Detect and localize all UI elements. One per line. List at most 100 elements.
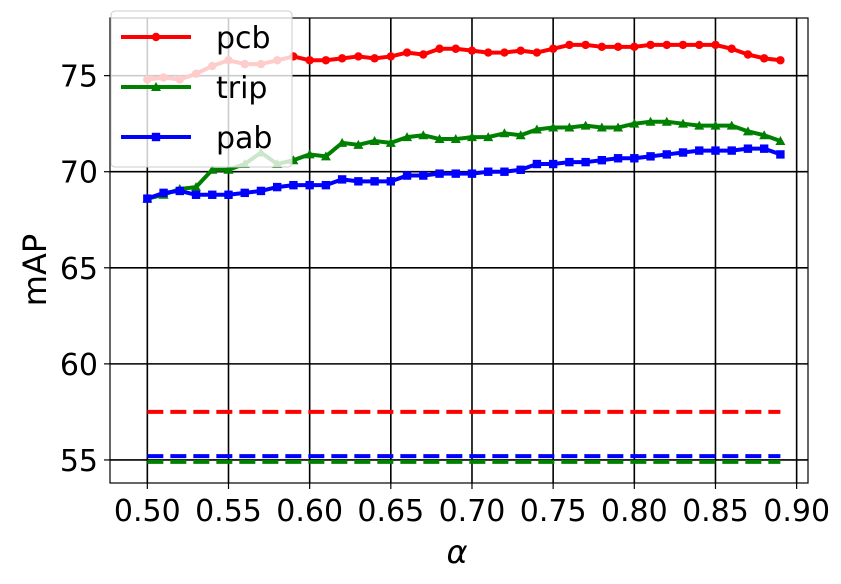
x-tick-label: 0.90 [763,494,830,529]
legend-marker-trip [151,82,161,91]
point-pab [711,146,720,155]
point-pcb [435,44,444,53]
y-tick-label: 75 [60,60,98,95]
point-trip [759,130,770,140]
point-pcb [370,54,379,63]
point-pcb [500,48,509,57]
point-pab [646,152,655,161]
point-pcb [630,42,639,52]
point-pab [386,177,396,186]
line-pab [146,146,782,201]
point-trip [564,122,575,132]
legend-box [110,10,293,168]
point-pab [305,180,314,190]
point-pab [597,155,607,165]
point-trip [613,122,624,132]
point-pcb [581,40,590,50]
point-trip [369,135,380,145]
point-trip [466,132,477,142]
point-pab [500,167,509,176]
point-pab [256,186,266,196]
point-pab [175,186,184,196]
point-pcb [743,50,753,59]
point-pcb [484,48,493,57]
baseline-lines [147,409,781,464]
point-pcb [662,40,671,50]
x-axis-label: α [446,533,467,571]
point-pcb [532,48,542,57]
point-pab [419,171,428,180]
point-pcb [467,46,477,55]
x-tick-label: 0.50 [114,494,181,529]
point-pab [678,148,688,157]
plot-frame [109,17,809,484]
point-trip [678,118,689,128]
point-pab [467,169,477,178]
y-tick-label: 70 [60,156,98,191]
point-pcb [305,56,314,65]
point-trip [337,137,348,147]
point-pab [532,159,542,169]
point-trip [580,120,591,130]
x-tick-label: 0.70 [439,494,506,529]
point-trip [320,151,331,161]
point-pab [630,154,639,163]
point-trip [726,120,737,130]
point-pcb [354,52,363,61]
point-pcb [321,56,331,65]
x-tick-label: 0.75 [520,494,587,529]
point-trip [629,118,640,128]
point-pcb [613,42,623,52]
point-trip [548,122,559,132]
point-pab [451,169,460,178]
legend-label-pab: pab [216,121,272,156]
point-pab [337,175,347,184]
point-trip [304,149,315,159]
point-pab [354,177,363,186]
point-pcb [646,40,655,50]
point-pab [289,180,298,190]
point-trip [450,134,461,144]
point-pab [272,182,282,192]
legend-label-trip: trip [216,71,267,106]
point-pab [743,144,753,153]
point-pab [516,165,525,174]
point-pab [565,157,574,167]
point-trip [710,120,721,130]
point-trip [353,139,364,149]
x-tick-label: 0.60 [276,494,343,529]
point-pab [695,146,704,155]
point-pab [662,150,671,159]
y-axis-ticks: 55 60 65 70 75 [60,60,110,479]
point-trip [775,135,786,145]
point-trip [694,120,705,130]
point-pcb [759,54,769,63]
point-trip [515,130,526,140]
point-pcb [678,40,688,50]
point-pcb [516,46,525,55]
legend-marker-pab [151,132,161,142]
point-pab [370,177,379,186]
point-pcb [548,44,558,53]
x-tick-label: 0.85 [682,494,749,529]
series-pab [143,144,785,203]
point-trip [531,124,542,134]
x-axis-ticks: 0.50 0.55 0.60 0.65 0.70 0.75 0.80 0.85 0.90 [114,483,830,529]
point-pcb [565,40,574,50]
point-trip [499,128,510,138]
point-trip [418,130,429,140]
x-tick-label: 0.80 [601,494,668,529]
point-pab [548,159,558,169]
point-pcb [402,48,412,57]
point-pab [613,154,623,163]
point-trip [742,126,753,136]
point-pab [143,194,152,203]
point-pab [240,188,249,198]
legend-item-pcb: pcb [121,21,271,56]
legend-item-trip: trip [121,71,267,106]
point-pab [435,169,444,178]
point-pab [581,157,590,167]
point-pab [727,146,736,155]
point-trip [645,116,656,126]
point-pab [776,150,785,159]
